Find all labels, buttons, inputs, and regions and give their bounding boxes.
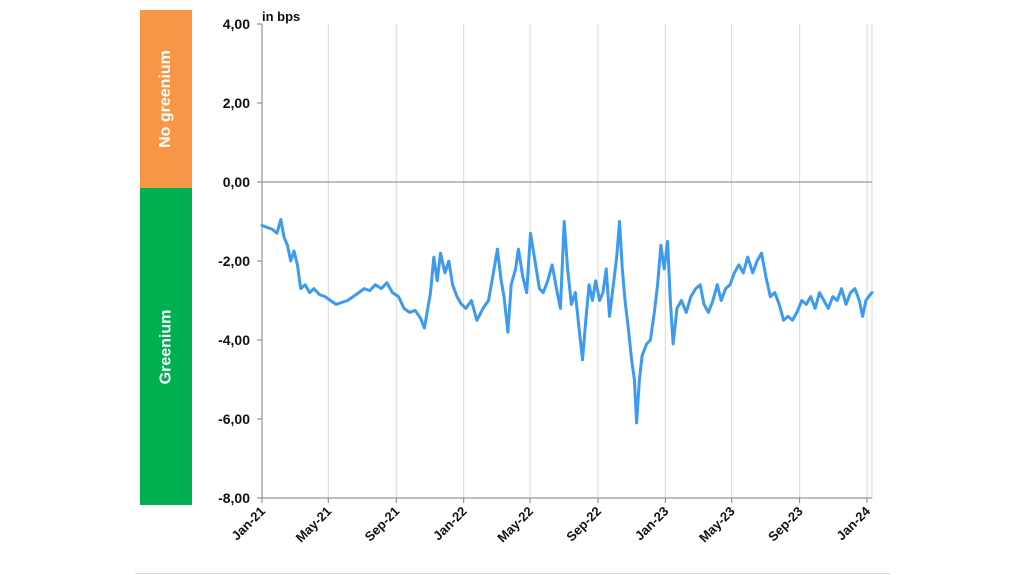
y-tick-label: 4,00 (223, 16, 250, 32)
x-tick-label: May-23 (696, 504, 738, 546)
x-tick-label: Sep-23 (765, 504, 806, 545)
y-tick-label: 0,00 (223, 174, 250, 190)
x-tick-label: Jan-22 (430, 504, 470, 544)
x-tick-label: Jan-23 (632, 504, 672, 544)
series-layer (260, 218, 874, 425)
x-tick-label: Jan-24 (833, 503, 873, 543)
x-tick-label: Sep-21 (362, 504, 403, 545)
x-tick-label: May-21 (293, 504, 335, 546)
y-tick-label: -8,00 (218, 490, 250, 506)
y-tick-label: -2,00 (218, 253, 250, 269)
x-tick-label: Sep-22 (563, 504, 604, 545)
axis-layer (257, 23, 872, 503)
unit-label: in bps (262, 9, 300, 24)
bottom-divider (135, 573, 890, 574)
y-tick-label: -4,00 (218, 332, 250, 348)
x-tick-label: Jan-21 (228, 504, 268, 544)
y-tick-label: -6,00 (218, 411, 250, 427)
x-tick-label: May-22 (494, 504, 536, 546)
greenium-band: Greenium (140, 188, 192, 505)
y-tick-label: 2,00 (223, 95, 250, 111)
greenium-series-line (260, 218, 874, 425)
no-greenium-band: No greenium (140, 10, 192, 188)
